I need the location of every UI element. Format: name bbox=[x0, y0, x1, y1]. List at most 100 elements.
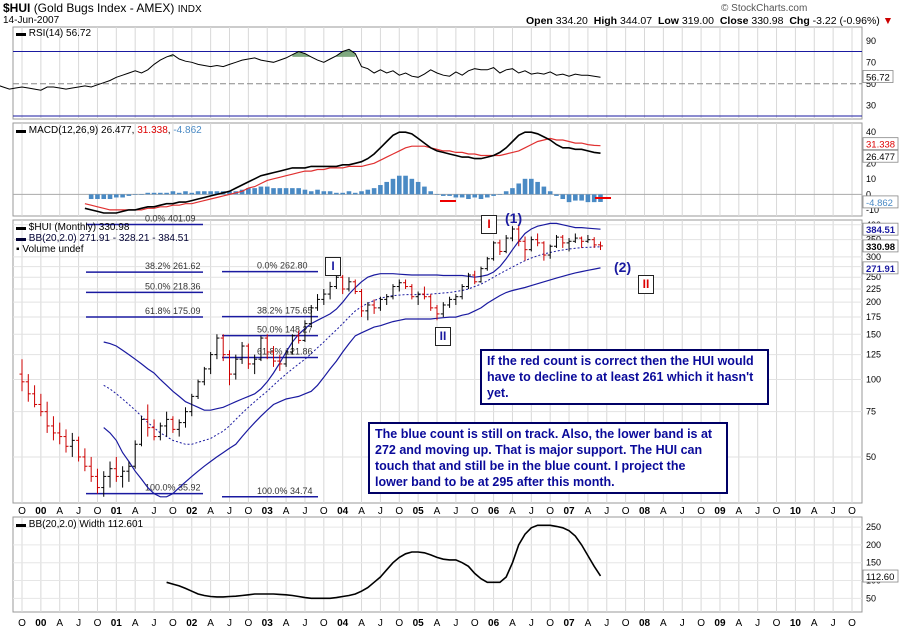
ohlc-bar bbox=[227, 350, 232, 386]
macd-hist-bar bbox=[503, 191, 509, 195]
ohlc-bar bbox=[245, 343, 251, 369]
macd-hist-bar bbox=[491, 194, 496, 196]
ohlc-bar bbox=[503, 234, 509, 254]
rsi-tick: 70 bbox=[866, 57, 876, 67]
x-tick-label: O bbox=[94, 506, 102, 517]
bbw-value-tag bbox=[862, 569, 899, 583]
macd-hist-bar bbox=[359, 191, 364, 195]
y-tick-label: 125 bbox=[866, 350, 881, 360]
ohlc-bar bbox=[57, 422, 63, 445]
macd-hist-bar bbox=[422, 186, 427, 195]
macd-hist-bar bbox=[340, 192, 345, 195]
y-tick-label: 225 bbox=[866, 284, 881, 294]
fib-label-left: 38.2% 261.62 bbox=[145, 261, 201, 271]
macd-hist-bar bbox=[566, 194, 572, 203]
x-tick-label: O bbox=[471, 506, 479, 517]
bb-label: ▬ BB(20,2.0) 271.91 - 328.21 - 384.51 bbox=[16, 233, 189, 244]
macd-tick: 20 bbox=[866, 158, 876, 168]
ohlc-bar bbox=[277, 354, 283, 371]
price-label: ▬ $HUI (Monthly) 330.98 bbox=[16, 222, 130, 233]
x-tick-label: O bbox=[244, 506, 252, 517]
ohlc-bar bbox=[107, 461, 113, 488]
ohlc-bar bbox=[201, 366, 207, 386]
x-tick-label: O bbox=[244, 618, 252, 629]
x-tick-label: O bbox=[622, 506, 630, 517]
x-tick-label: A bbox=[735, 506, 742, 517]
ohlc-bar bbox=[38, 393, 44, 417]
x-tick-label: 10 bbox=[790, 618, 802, 629]
ohlc-bar bbox=[76, 436, 82, 462]
ohlc-bar bbox=[560, 234, 566, 248]
x-tick-label: O bbox=[471, 618, 479, 629]
rsi-tick: 30 bbox=[866, 100, 876, 110]
macd-hist-bar bbox=[472, 194, 478, 198]
macd-tick: 0 bbox=[866, 189, 871, 199]
ohlc-bar bbox=[591, 237, 597, 248]
x-tick-label: O bbox=[773, 618, 781, 629]
ohlc-bar bbox=[440, 302, 446, 318]
x-tick-label: A bbox=[509, 618, 516, 629]
macd-hist-bar bbox=[283, 188, 289, 195]
value-tag bbox=[862, 239, 899, 253]
macd-tick: -10 bbox=[866, 205, 879, 215]
x-tick-label: J bbox=[529, 618, 534, 629]
macd-hist-bar bbox=[434, 194, 440, 195]
macd-hist-bar bbox=[214, 191, 220, 195]
macd-hist-bar bbox=[396, 175, 402, 195]
macd-hist-bar bbox=[302, 189, 308, 195]
ohlc-bar bbox=[327, 281, 333, 300]
macd-hist-bar bbox=[541, 186, 547, 195]
macd-hist-bar bbox=[560, 194, 566, 200]
ohlc-bar bbox=[459, 284, 465, 300]
x-tick-label: 05 bbox=[413, 618, 425, 629]
x-tick-label: 03 bbox=[262, 506, 274, 517]
rsi-tick: 50 bbox=[866, 79, 876, 89]
x-tick-label: J bbox=[302, 506, 307, 517]
x-tick-label: O bbox=[169, 506, 177, 517]
rsi-label: ▬ RSI(14) 56.72 bbox=[16, 28, 92, 39]
macd-hist-bar bbox=[535, 181, 540, 195]
ohlc-bar bbox=[271, 346, 277, 367]
ohlc-bar bbox=[585, 234, 591, 243]
ohlc-bar bbox=[252, 354, 258, 375]
ohlc-bar bbox=[484, 256, 490, 271]
macd-signal-line bbox=[84, 137, 601, 211]
macd-hist-bar bbox=[290, 188, 295, 195]
macd-plot bbox=[13, 131, 862, 214]
macd-hist-bar bbox=[183, 191, 188, 195]
macd-value-tag-label: 31.338 bbox=[866, 140, 895, 151]
x-tick-label: A bbox=[434, 618, 441, 629]
x-tick-label: J bbox=[453, 618, 458, 629]
macd-hist-bar bbox=[554, 194, 559, 196]
x-tick-label: A bbox=[207, 506, 214, 517]
x-tick-label: 07 bbox=[563, 618, 575, 629]
x-tick-label: J bbox=[378, 618, 383, 629]
value-tag-label: 271.91 bbox=[866, 264, 896, 275]
ohlc-bar bbox=[258, 335, 264, 362]
ohlc-bar bbox=[434, 304, 440, 321]
macd-hist-bar bbox=[384, 181, 389, 195]
macd-hist-bar bbox=[195, 191, 201, 195]
x-tick-label: J bbox=[755, 618, 760, 629]
y-tick-label: 175 bbox=[866, 312, 881, 322]
rsi-tick: 90 bbox=[866, 36, 876, 46]
macd-hist-bar bbox=[352, 192, 358, 195]
ohlc-bar bbox=[25, 374, 31, 402]
ohlc-bar bbox=[453, 294, 459, 305]
rsi-overbought-fill bbox=[336, 49, 356, 57]
fib-label-mid: 38.2% 175.65 bbox=[257, 306, 313, 316]
ohlc-bar bbox=[447, 296, 453, 308]
macd-hist-bar bbox=[516, 183, 522, 195]
x-tick-label: 02 bbox=[186, 618, 198, 629]
ohlc-bar bbox=[522, 236, 528, 261]
ohlc-bar bbox=[214, 334, 220, 360]
x-tick-label: J bbox=[227, 506, 232, 517]
macd-hist-bar bbox=[164, 192, 169, 195]
macd-hist-bar bbox=[327, 191, 333, 195]
y-tick-label: 100 bbox=[866, 375, 881, 385]
x-tick-label: J bbox=[604, 618, 609, 629]
x-tick-label: O bbox=[546, 506, 554, 517]
ohlc-bar bbox=[195, 379, 201, 400]
macd-hist-bar bbox=[459, 194, 465, 198]
exchange: INDX bbox=[177, 4, 202, 15]
